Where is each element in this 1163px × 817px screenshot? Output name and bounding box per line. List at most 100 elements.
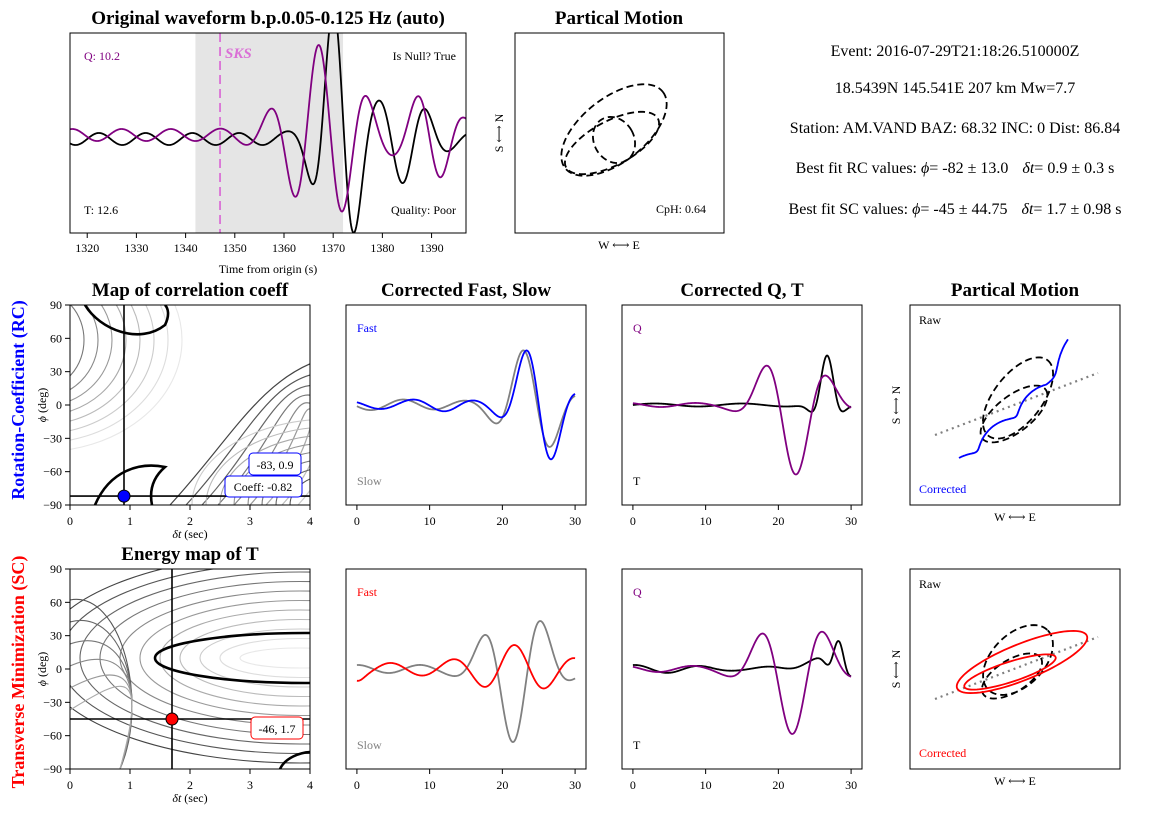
rc-q-trace [632, 364, 852, 476]
waveform-panel: Original waveform b.p.0.05-0.125 Hz (aut… [69, 8, 467, 276]
rc-contour [70, 305, 169, 441]
rc-contour [185, 374, 310, 505]
rc-contour [70, 305, 85, 377]
rc-t-trace [632, 354, 852, 413]
rc-pm-title: Partical Motion [951, 280, 1080, 301]
location-line: 18.5439N 145.541E 207 km Mw=7.7 [835, 80, 1076, 97]
rc-map-xlabel: δt (sec) [172, 527, 207, 541]
sc-side-label: Transverse Minimization (SC) [8, 556, 29, 789]
sc-qt-xtick-label: 0 [630, 778, 636, 792]
station-line: Station: AM.VAND BAZ: 68.32 INC: 0 Dist:… [790, 120, 1120, 137]
rc-best-point [117, 489, 131, 503]
sc-contour [70, 598, 133, 769]
sc-pm-ylabel: S ⟷ N [889, 649, 903, 688]
sc-fast-slow-panel: Fast Slow 0 10 20 30 [345, 568, 587, 792]
rc-map-xtick-label: 0 [67, 514, 73, 528]
sc-contour [70, 569, 310, 764]
pm-orig-frame [514, 32, 725, 234]
sc-pm-raw-legend: Raw [919, 577, 941, 591]
rc-pm-xlabel: W ⟷ E [994, 510, 1036, 524]
sc-map-xtick-label: 2 [187, 778, 193, 792]
rc-fs-ticks: 0 10 20 30 [354, 505, 581, 528]
rc-fs-title: Corrected Fast, Slow [381, 280, 551, 301]
sc-contour [70, 685, 133, 769]
sc-fs-ticks: 0 10 20 30 [354, 769, 581, 792]
sc-pm-frame [909, 568, 1121, 770]
sc-best-fit-line: Best fit SC values: ϕ= -45 ± 44.75 δt= 1.… [789, 201, 1122, 218]
sc-best-label-box [250, 716, 304, 740]
waveform-title: Original waveform b.p.0.05-0.125 Hz (aut… [91, 8, 445, 29]
rc-contour [297, 489, 310, 505]
rc-contour [70, 305, 141, 422]
pm-orig-ylabel: S ⟷ N [492, 113, 506, 152]
rc-q-legend: Q [633, 321, 642, 335]
rc-pm-corrected-legend: Corrected [919, 482, 966, 496]
sc-fs-frame [345, 568, 587, 770]
rc-coeff-label: Coeff: -0.82 [234, 480, 292, 494]
sc-pm-raw-trace [981, 624, 1054, 700]
rc-contour [70, 305, 155, 432]
rc-fast-slow-panel: Corrected Fast, Slow Fast Slow 0 10 20 30 [345, 280, 587, 528]
null-status-label: Is Null? True [393, 49, 456, 63]
sc-map-ytick-label: 60 [50, 595, 62, 609]
rc-map-ytick-label: 60 [50, 331, 62, 345]
sc-map-xtick-label: 0 [67, 778, 73, 792]
rc-contour [314, 426, 345, 505]
sc-fs-xtick-label: 10 [424, 778, 436, 792]
sks-phase-label: SKS [225, 46, 252, 62]
sc-fast-legend: Fast [357, 585, 378, 599]
sc-contour [199, 628, 310, 688]
sc-qt-frame [621, 568, 863, 770]
event-info: Event: 2016-07-29T21:18:26.510000Z 18.54… [789, 43, 1122, 218]
rc-coeff-box [224, 475, 303, 498]
sc-zero-contour [153, 631, 310, 685]
rc-particle-motion-panel: Partical Motion Raw Corrected W ⟷ E S ⟷ … [889, 280, 1121, 524]
sc-particle-motion-panel: Raw Corrected W ⟷ E S ⟷ N [889, 568, 1121, 788]
rc-side-label: Rotation-Coefficient (RC) [8, 300, 29, 499]
sc-contour [239, 647, 310, 669]
sc-slow-trace [356, 620, 576, 743]
rc-contour [70, 305, 183, 451]
rc-best-label: -83, 0.9 [257, 458, 294, 472]
rc-qt-frame [621, 304, 863, 506]
rc-contour [70, 305, 113, 402]
sc-fs-xtick-label: 0 [354, 778, 360, 792]
rc-pm-ylabel: S ⟷ N [889, 385, 903, 424]
rc-zero-contour [83, 305, 170, 336]
rc-contour [70, 305, 127, 412]
rc-map-ytick-label: −60 [43, 465, 62, 479]
rc-fast-trace [356, 349, 576, 461]
sc-best-point [165, 712, 179, 726]
rc-fast-legend: Fast [357, 321, 378, 335]
pm-orig-xlabel: W ⟷ E [598, 238, 640, 252]
sc-fast-trace [356, 644, 576, 690]
sc-pm-xlabel: W ⟷ E [994, 774, 1036, 788]
sc-fs-xtick-label: 20 [496, 778, 508, 792]
rc-map-xtick-label: 3 [247, 514, 253, 528]
sc-slow-legend: Slow [357, 738, 382, 752]
rc-qt-title: Corrected Q, T [680, 280, 804, 301]
rc-contour [70, 305, 99, 391]
waveform-xtick-label: 1340 [174, 241, 198, 255]
event-line: Event: 2016-07-29T21:18:26.510000Z [831, 43, 1080, 60]
rc-fs-xtick-label: 10 [424, 514, 436, 528]
rc-best-label-box [248, 452, 302, 476]
sc-contour [179, 618, 310, 698]
rc-qt-xtick-label: 0 [630, 514, 636, 528]
sc-contour [219, 637, 310, 679]
rc-map-panel: Map of correlation coeff -83, 0.9 Coeff:… [35, 280, 345, 541]
sc-map-ytick-label: −60 [43, 729, 62, 743]
waveform-q-line [70, 44, 466, 213]
cph-label: CpH: 0.64 [656, 202, 706, 216]
waveform-xtick-label: 1380 [370, 241, 394, 255]
sc-q-legend: Q [633, 585, 642, 599]
waveform-xtick-label: 1370 [321, 241, 345, 255]
rc-fs-frame [345, 304, 587, 506]
waveform-frame [69, 32, 467, 234]
sc-qt-xtick-label: 30 [845, 778, 857, 792]
waveform-xtick-label: 1320 [75, 241, 99, 255]
rc-qt-ticks: 0 10 20 30 [630, 505, 857, 528]
rc-map-ylabel: ϕ (deg) [35, 388, 49, 423]
sc-qt-xtick-label: 10 [700, 778, 712, 792]
